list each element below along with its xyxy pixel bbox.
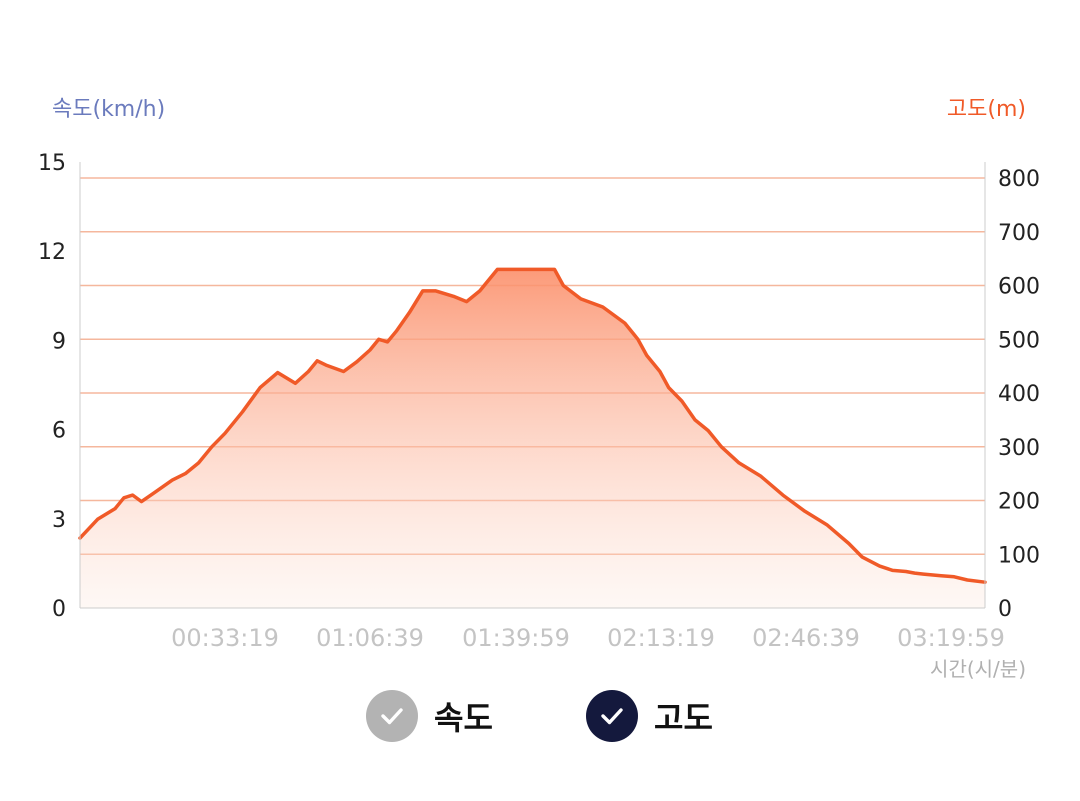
time-tick-label: 00:33:19 (171, 624, 279, 652)
elevation-tick-label: 200 (998, 490, 1040, 515)
legend-elevation-toggle[interactable]: 고도 (586, 690, 713, 742)
elevation-tick-label: 400 (998, 382, 1040, 407)
elevation-line (78, 267, 987, 584)
speed-tick-label: 0 (52, 597, 66, 622)
time-ticks: 00:33:19 01:06:39 01:39:59 02:13:19 02:46:39… (171, 624, 1005, 652)
legend: 속도 고도 (0, 690, 1080, 746)
elevation-tick-label: 100 (998, 543, 1040, 568)
speed-tick-label: 6 (52, 419, 66, 444)
speed-tick-label: 12 (38, 240, 66, 265)
speed-ticks: 0 3 6 9 12 15 (38, 151, 66, 622)
elevation-ticks: 0 100 200 300 400 500 600 700 800 (998, 167, 1040, 622)
time-axis-title: 시간(시/분) (930, 657, 1026, 681)
elevation-tick-label: 300 (998, 436, 1040, 461)
legend-speed-label: 속도 (434, 699, 493, 737)
time-tick-label: 03:19:59 (897, 624, 1005, 652)
elevation-tick-label: 0 (998, 597, 1012, 622)
legend-speed-toggle[interactable]: 속도 (366, 690, 493, 742)
check-icon (586, 690, 638, 742)
elevation-tick-label: 500 (998, 328, 1040, 353)
speed-axis-title: 속도(km/h) (52, 97, 165, 122)
time-tick-label: 02:46:39 (752, 624, 860, 652)
elevation-area (80, 269, 985, 608)
elevation-tick-label: 700 (998, 221, 1040, 246)
elevation-axis-title: 고도(m) (947, 97, 1026, 122)
speed-tick-label: 3 (52, 508, 66, 533)
speed-tick-label: 15 (38, 151, 66, 176)
legend-elevation-label: 고도 (654, 699, 713, 737)
check-icon (366, 690, 418, 742)
time-tick-label: 02:13:19 (607, 624, 715, 652)
speed-tick-label: 9 (52, 329, 66, 354)
time-tick-label: 01:06:39 (316, 624, 424, 652)
time-tick-label: 01:39:59 (462, 624, 570, 652)
elevation-tick-label: 800 (998, 167, 1040, 192)
plot-area (78, 267, 987, 608)
elevation-tick-label: 600 (998, 275, 1040, 300)
